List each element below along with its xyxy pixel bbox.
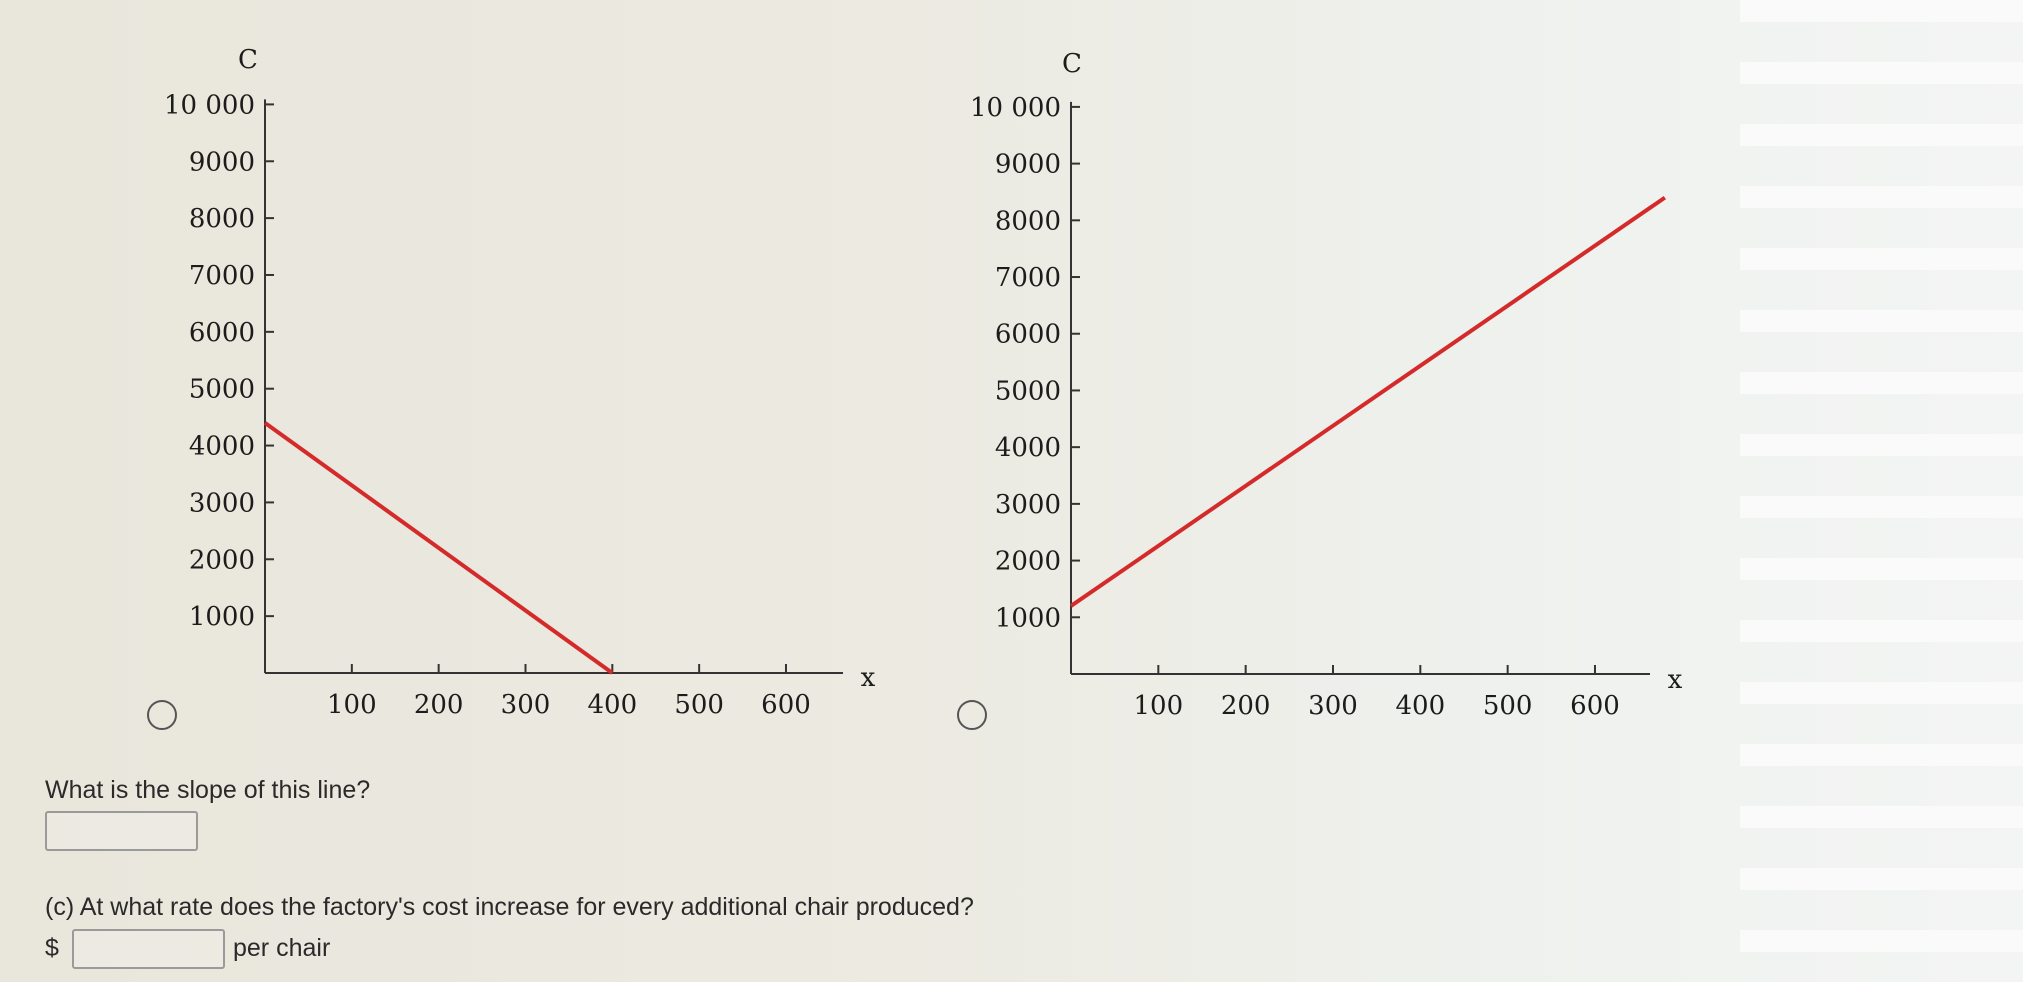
graph-a-x-tick-label: 500 — [674, 690, 724, 720]
graph-b-y-axis-label: C — [1062, 49, 1082, 79]
graph-b-series-line — [1069, 195, 1666, 608]
graph-b-y-tick-label: 9000 — [995, 150, 1061, 180]
graph-b-svg: 1000 2000 3000 4000 5000 6000 7000 8000 9000 10 0… — [970, 49, 1683, 721]
graph-b-x-tick-label: 600 — [1570, 691, 1620, 721]
graph-a-y-tick-label: 9000 — [189, 147, 255, 177]
graph-b-x-tick-label: 500 — [1483, 691, 1533, 721]
rate-answer-input[interactable] — [72, 929, 225, 969]
graph-b-y-tick-label: 6000 — [995, 320, 1061, 350]
graph-b-y-tick-label: 8000 — [995, 206, 1061, 236]
dollar-sign: $ — [45, 934, 59, 962]
graph-a-y-tick-label: 8000 — [189, 204, 255, 234]
graph-a-y-tick-label: 4000 — [189, 432, 255, 462]
graph-b: 1000 2000 3000 4000 5000 6000 7000 8000 9000 10 0… — [0, 0, 1683, 760]
graph-a-x-tick-label: 300 — [501, 690, 551, 720]
graph-a-y-axis-label: C — [238, 45, 258, 75]
graph-a-y-tick-label: 5000 — [189, 375, 255, 405]
graph-b-y-tick-label: 3000 — [995, 490, 1061, 520]
graph-b-x-tick-label: 300 — [1308, 691, 1358, 721]
rate-question-text: (c) At what rate does the factory's cost… — [45, 893, 974, 921]
graph-a-x-tick-label: 600 — [761, 690, 811, 720]
graph-a-y-tick-label: 1000 — [189, 602, 255, 632]
graph-b-radio-button[interactable] — [957, 700, 987, 730]
graph-b-y-tick-label: 1000 — [995, 603, 1061, 633]
graph-a-y-tick-label: 7000 — [189, 261, 255, 291]
graph-b-x-tick-label: 200 — [1221, 691, 1271, 721]
graph-b-y-tick-label: 10 000 — [970, 93, 1061, 123]
graph-a-y-tick-label: 6000 — [189, 318, 255, 348]
graph-a-y-tick-label: 3000 — [189, 488, 255, 518]
graph-a-y-tick-label: 2000 — [189, 545, 255, 575]
graph-a-svg: 1000 2000 3000 4000 5000 6000 7000 8000 9000 10 0… — [164, 45, 876, 720]
graph-b-y-tick-label: 4000 — [995, 433, 1061, 463]
graph-b-y-tick-label: 5000 — [995, 376, 1061, 406]
slope-answer-input[interactable] — [45, 811, 198, 851]
graph-b-y-tick-label: 2000 — [995, 547, 1061, 577]
graph-a: 1000 2000 3000 4000 5000 6000 7000 8000 9000 10 0… — [0, 0, 1000, 760]
graph-b-x-tick-label: 100 — [1134, 691, 1184, 721]
graph-b-y-tick-label: 7000 — [995, 263, 1061, 293]
graph-a-x-tick-label: 200 — [414, 690, 464, 720]
graph-a-x-tick-label: 400 — [587, 690, 637, 720]
graph-a-y-tick-label: 10 000 — [164, 90, 255, 120]
rate-unit-text: per chair — [233, 934, 331, 962]
graph-a-radio-button[interactable] — [147, 700, 177, 730]
graph-a-series-line — [263, 421, 614, 675]
graph-a-x-axis-label: x — [861, 663, 876, 693]
graph-a-x-tick-label: 100 — [327, 690, 377, 720]
slope-question-text: What is the slope of this line? — [45, 776, 371, 804]
graph-b-x-tick-label: 400 — [1395, 691, 1445, 721]
graph-b-x-axis-label: x — [1668, 665, 1683, 695]
